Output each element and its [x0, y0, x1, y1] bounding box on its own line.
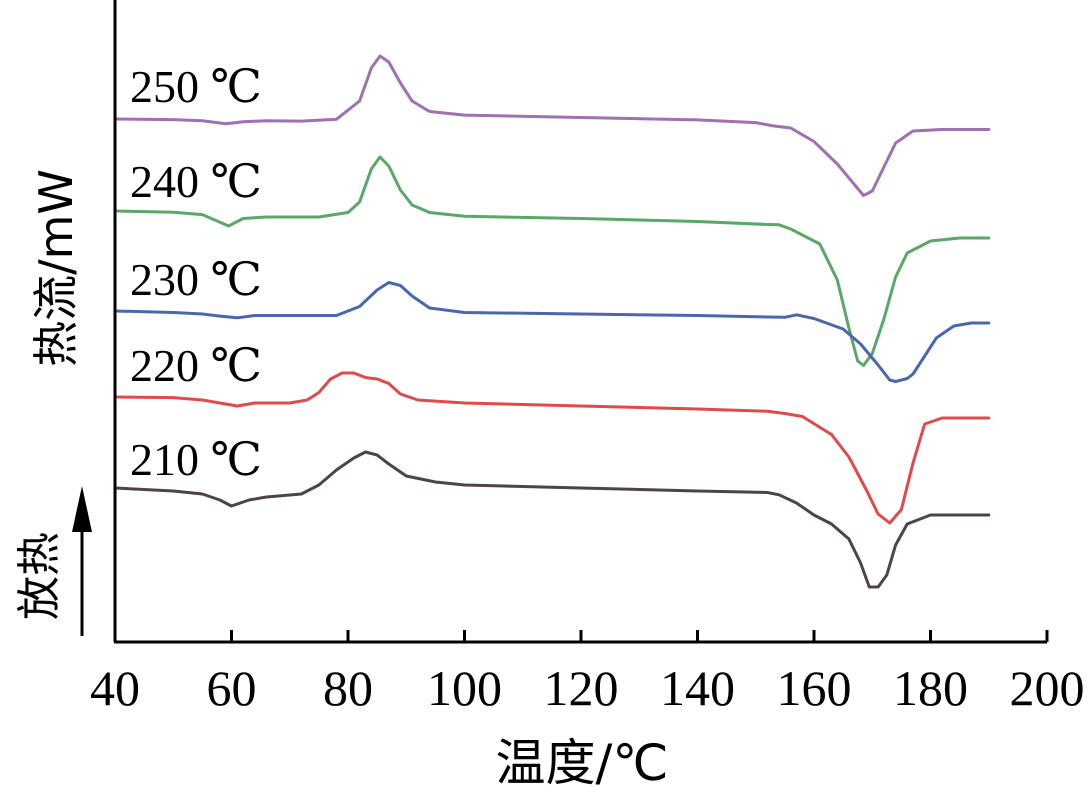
series-label-240: 240 ℃: [130, 156, 262, 207]
x-tick-label: 80: [323, 660, 373, 716]
x-ticks-group: 40 60 80 100 120 140 160 180 200: [90, 630, 1085, 716]
series-labels-group: 250 ℃ 240 ℃ 230 ℃ 220 ℃ 210 ℃: [130, 61, 262, 485]
series-line-250: [113, 54, 991, 197]
x-tick-label: 200: [1010, 660, 1085, 716]
x-tick-label: 160: [777, 660, 852, 716]
exo-label: 放热: [14, 532, 65, 620]
series-label-250: 250 ℃: [130, 61, 262, 112]
x-tick-label: 40: [90, 660, 140, 716]
series-line-210: [113, 450, 991, 589]
series-line-240: [113, 155, 991, 367]
x-tick-label: 60: [207, 660, 257, 716]
x-tick-label: 180: [893, 660, 968, 716]
x-tick-label: 100: [427, 660, 502, 716]
x-axis-label: 温度/℃: [496, 734, 669, 787]
exo-arrow-head-icon: [72, 486, 92, 532]
series-label-210: 210 ℃: [130, 434, 262, 485]
series-line-230: [113, 281, 991, 383]
series-line-220: [113, 371, 991, 525]
series-label-220: 220 ℃: [130, 340, 262, 391]
x-tick-label: 140: [660, 660, 735, 716]
series-label-230: 230 ℃: [130, 254, 262, 305]
x-tick-label: 120: [544, 660, 619, 716]
y-axis-label: 热流/mW: [29, 169, 83, 367]
curves-group: [113, 54, 991, 589]
